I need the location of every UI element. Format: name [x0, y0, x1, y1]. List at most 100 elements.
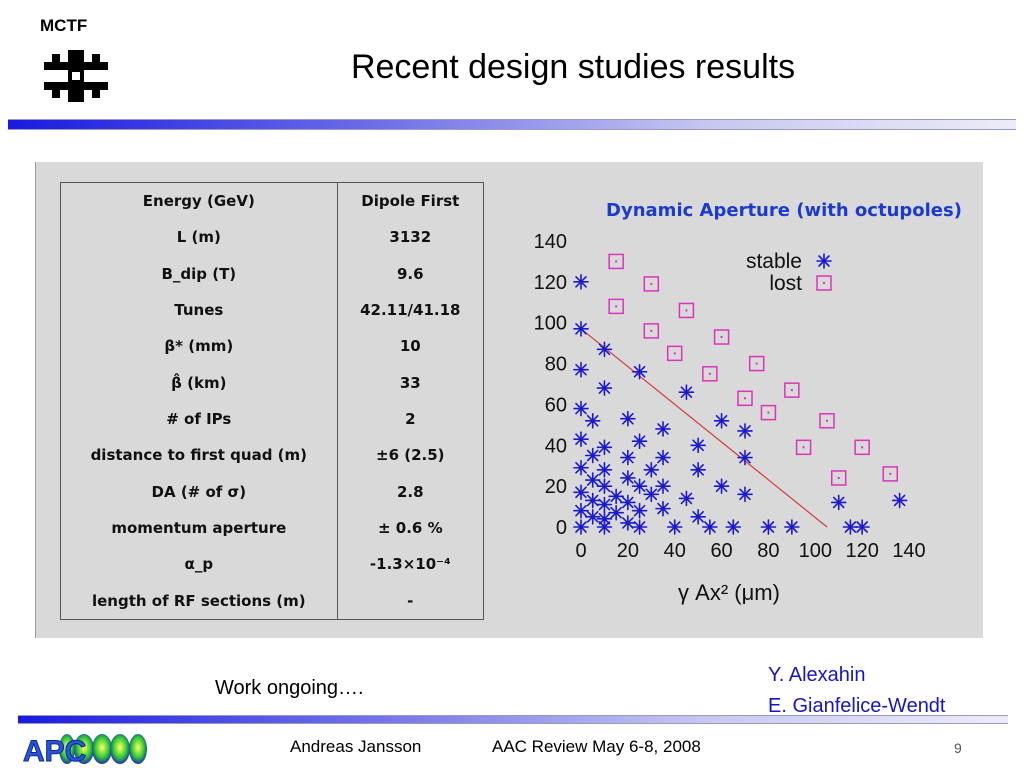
- stable-point: [573, 519, 589, 535]
- stable-point: [678, 490, 695, 507]
- lost-point: [760, 404, 777, 421]
- lost-point: [643, 276, 660, 292]
- y-tick-label: 100: [534, 313, 567, 335]
- stable-point: [631, 519, 648, 535]
- legend-label: lost: [769, 272, 802, 295]
- stable-point: [608, 504, 624, 521]
- param-value: 2.8: [336, 473, 485, 510]
- y-tick-label: 40: [545, 435, 567, 457]
- stable-point: [737, 449, 753, 466]
- param-name: α_p: [60, 546, 338, 583]
- param-name: DA (# of σ): [60, 473, 338, 510]
- stable-point: [760, 519, 777, 535]
- stable-point: [854, 519, 870, 535]
- stable-point: [643, 486, 660, 503]
- stable-point: [830, 494, 847, 511]
- param-value: ±6 (2.5): [336, 437, 485, 474]
- x-tick-label: 140: [892, 540, 925, 562]
- y-tick-label: 20: [545, 476, 567, 498]
- param-value: Dipole First: [336, 182, 485, 220]
- lost-point: [702, 366, 718, 382]
- table-row: B_dip (T) 9.6: [60, 255, 485, 292]
- apc-logo-text: APC: [23, 735, 86, 767]
- parameter-table: Energy (GeV) Dipole First L (m) 3132 B_dip (…: [60, 182, 485, 620]
- param-value: 9.6: [336, 255, 485, 292]
- param-name: length of RF sections (m): [60, 582, 338, 620]
- stable-point: [620, 410, 636, 427]
- table-row: Energy (GeV) Dipole First: [60, 182, 485, 220]
- stable-point: [573, 361, 589, 378]
- stable-point: [573, 502, 589, 519]
- stable-point: [584, 472, 601, 488]
- stable-point: [573, 274, 589, 290]
- x-tick-label: 40: [664, 540, 686, 562]
- apc-logo: APC: [23, 734, 147, 767]
- y-tick-label: 60: [545, 394, 567, 416]
- slide-title: Recent design studies results: [350, 48, 796, 86]
- stable-point: [737, 486, 753, 503]
- legend-lost-marker: [816, 275, 832, 291]
- y-tick-label: 140: [534, 231, 567, 253]
- stable-point: [631, 433, 648, 450]
- lost-point: [608, 253, 624, 270]
- header-divider: [8, 119, 1016, 130]
- param-name: momentum aperture: [60, 509, 338, 547]
- lost-point: [666, 345, 683, 362]
- dynamic-aperture-chart: Dynamic Aperture (with octupoles) 0 20 40 60…: [534, 200, 962, 605]
- stable-point: [690, 508, 706, 525]
- stable-point: [631, 363, 648, 380]
- work-ongoing-note: Work ongoing….: [215, 677, 364, 699]
- table-row: distance to first quad (m) ±6 (2.5): [60, 437, 485, 474]
- lost-point: [608, 298, 624, 315]
- param-value: 2: [336, 400, 485, 438]
- stable-point: [620, 515, 636, 531]
- stable-point: [891, 492, 908, 509]
- table-row: length of RF sections (m) -: [60, 582, 485, 620]
- authors-block: Y. Alexahin E. Gianfelice-Wendt: [768, 660, 946, 722]
- x-axis-label: γ Ax² (μm): [678, 580, 780, 605]
- lost-point: [819, 413, 835, 429]
- param-name: distance to first quad (m): [60, 437, 338, 474]
- lost-point: [882, 466, 899, 482]
- table-row: Tunes 42.11/41.18: [60, 291, 485, 329]
- footer-event: AAC Review May 6-8, 2008: [492, 737, 701, 756]
- param-name: B_dip (T): [60, 255, 338, 292]
- table-row: DA (# of σ) 2.8: [60, 473, 485, 510]
- y-tick-label: 0: [556, 517, 567, 539]
- lost-point: [643, 323, 660, 339]
- reference-line: [580, 328, 828, 528]
- stable-point: [620, 470, 636, 486]
- author-gianfelice-wendt: E. Gianfelice-Wendt: [768, 695, 946, 717]
- stable-point: [596, 478, 613, 494]
- param-name: Energy (GeV): [60, 182, 338, 220]
- stable-point: [584, 508, 601, 525]
- stable-point: [584, 492, 601, 509]
- stable-point: [713, 412, 730, 429]
- stable-point: [631, 502, 648, 519]
- legend-label: stable: [746, 250, 802, 273]
- lost-point: [713, 329, 730, 345]
- chart-title: Dynamic Aperture (with octupoles): [606, 200, 962, 221]
- x-tick-label: 120: [845, 540, 878, 562]
- stable-point: [573, 431, 589, 447]
- param-name: β* (mm): [60, 328, 338, 365]
- footer-author: Andreas Jansson: [290, 737, 422, 756]
- stable-point: [643, 461, 660, 478]
- stable-point: [690, 437, 706, 454]
- stable-point: [713, 478, 730, 494]
- lost-point: [737, 390, 753, 407]
- stable-point: [596, 511, 613, 527]
- stable-point: [584, 447, 601, 464]
- stable-point: [596, 519, 613, 535]
- param-name: # of IPs: [60, 400, 338, 438]
- table-row: # of IPs 2: [60, 400, 485, 438]
- lost-point: [748, 355, 765, 372]
- page-number: 9: [954, 740, 962, 756]
- stable-point: [608, 488, 624, 505]
- stable-point: [631, 478, 648, 494]
- results-figure: Energy (GeV) Dipole First L (m) 3132 B_dip (…: [35, 162, 983, 638]
- table-row: β̂ (km) 33: [60, 364, 485, 401]
- stable-point: [655, 478, 671, 494]
- stable-point: [596, 341, 613, 358]
- y-tick-label: 120: [534, 272, 567, 294]
